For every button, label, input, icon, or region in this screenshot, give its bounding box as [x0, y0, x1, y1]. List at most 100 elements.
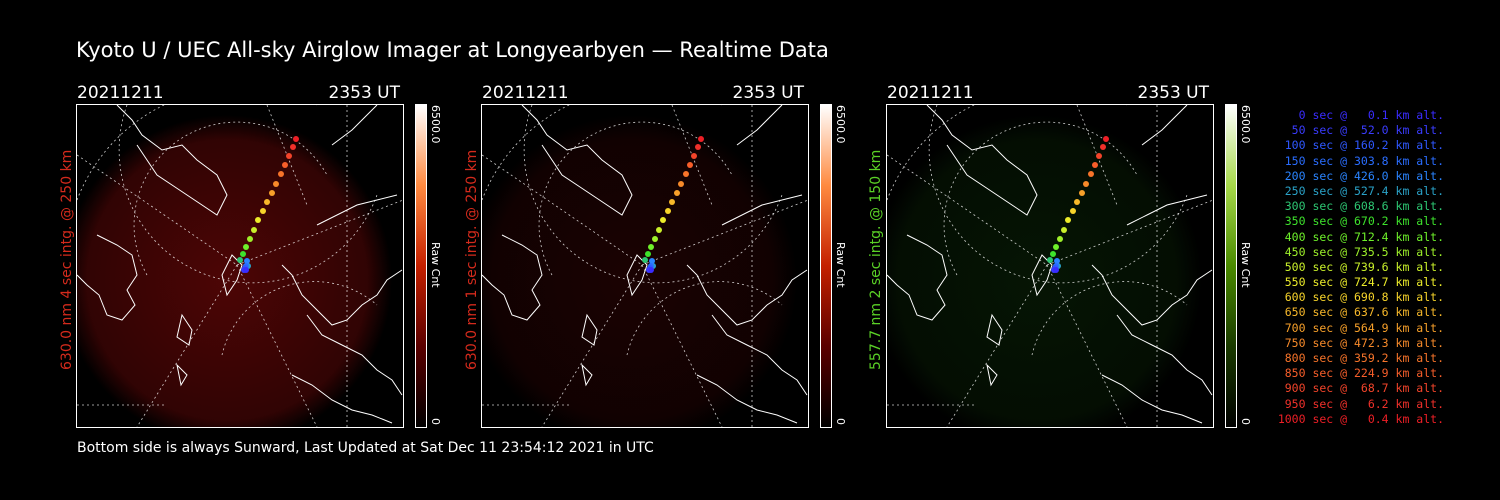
all-sky-image-2: [482, 105, 808, 427]
grid-line: [541, 264, 643, 427]
airglow-field: [77, 115, 392, 427]
legend-row: 800 sec @ 359.2 km alt.: [1284, 351, 1444, 365]
legend-row: 550 sec @ 724.7 km alt.: [1284, 275, 1444, 290]
coastline: [521, 105, 633, 216]
panel-1-ylabel: 630.0 nm 4 sec intg. @ 250 km: [59, 149, 75, 370]
coastline: [581, 313, 598, 346]
trajectory-point: [691, 153, 697, 159]
coastline: [721, 194, 803, 226]
trajectory-point: [247, 236, 253, 242]
panel-2-colorbar-max: 6500.0: [834, 105, 847, 144]
trajectory-point: [237, 257, 243, 263]
coastline: [1031, 254, 1053, 297]
panel-3-image: [886, 104, 1214, 428]
trajectory-point: [1053, 244, 1059, 250]
trajectory-point: [698, 136, 704, 142]
legend-row: 250 sec @ 527.4 km alt.: [1284, 183, 1444, 198]
coastline: [1141, 105, 1188, 146]
coastline: [116, 105, 228, 216]
trajectory-point: [1088, 171, 1094, 177]
trajectory-point: [645, 251, 651, 257]
coastline: [331, 105, 378, 146]
coastline: [1116, 314, 1213, 396]
trajectory-point: [665, 208, 671, 214]
panel-2-ylabel: 630.0 nm 1 sec intg. @ 250 km: [464, 149, 480, 370]
panel-1-colorbar: [415, 104, 427, 428]
panel-3-time: 2353 UT: [1137, 83, 1210, 103]
coastline: [736, 105, 783, 146]
grid-line: [641, 264, 723, 427]
trajectory-point: [1050, 251, 1056, 257]
legend-row: 150 sec @ 303.8 km alt.: [1284, 153, 1444, 168]
coastline: [1091, 264, 1213, 326]
all-sky-image-3: [887, 105, 1213, 427]
coastline: [176, 313, 193, 346]
panel-3-date: 20211211: [887, 83, 974, 103]
trajectory-point: [1057, 236, 1063, 242]
trajectory-point: [264, 199, 270, 205]
trajectory-point: [652, 236, 658, 242]
legend-row: 750 sec @ 472.3 km alt.: [1284, 335, 1444, 350]
panel-2-colorbar: [820, 104, 832, 428]
coastline: [581, 363, 593, 387]
trajectory-point: [1054, 258, 1060, 264]
panel-1-date: 20211211: [77, 83, 164, 103]
legend-row: 500 sec @ 739.6 km alt.: [1284, 259, 1444, 274]
trajectory-point: [1096, 153, 1102, 159]
trajectory-point: [1103, 136, 1109, 142]
grid-line: [887, 105, 1127, 201]
panel-1-time: 2353 UT: [328, 83, 401, 103]
trajectory-point: [255, 217, 261, 223]
coastline: [1101, 374, 1203, 424]
legend-row: 350 sec @ 670.2 km alt.: [1284, 214, 1444, 229]
grid-line: [133, 121, 328, 276]
trajectory-point: [269, 190, 275, 196]
panel-3-colorbar-unit: Raw Cnt: [1239, 242, 1252, 288]
panel-2-colorbar-unit: Raw Cnt: [834, 242, 847, 288]
coastline: [176, 363, 188, 387]
grid-line: [136, 264, 238, 427]
grid-line: [887, 154, 1048, 266]
panel-3-colorbar-min: 0: [1239, 418, 1252, 425]
legend-row: 950 sec @ 6.2 km alt.: [1284, 396, 1444, 411]
legend-row: 850 sec @ 224.9 km alt.: [1284, 366, 1444, 381]
coastline: [696, 374, 798, 424]
coastline: [306, 314, 403, 396]
panel-1-image: [76, 104, 404, 428]
grid-line: [1046, 264, 1128, 427]
grid-line: [538, 121, 733, 276]
trajectory-point: [648, 244, 654, 250]
grid-line: [482, 154, 643, 266]
trajectory-point: [243, 244, 249, 250]
trajectory-point: [240, 251, 246, 257]
panel-2-date: 20211211: [482, 83, 569, 103]
coastline: [887, 234, 948, 321]
trajectory-point: [1079, 190, 1085, 196]
trajectory-point: [656, 227, 662, 233]
trajectory-point: [660, 217, 666, 223]
legend-row: 200 sec @ 426.0 km alt.: [1284, 168, 1444, 183]
grid-line: [77, 105, 317, 201]
trajectory-point: [244, 258, 250, 264]
trajectory-point: [286, 153, 292, 159]
trajectory-point: [243, 267, 249, 273]
page-title: Kyoto U / UEC All-sky Airglow Imager at …: [76, 38, 829, 62]
trajectory-point: [674, 190, 680, 196]
trajectory-point: [1061, 227, 1067, 233]
trajectory-point: [669, 199, 675, 205]
trajectory-point: [687, 162, 693, 168]
grid-line: [943, 121, 1138, 276]
trajectory-legend: 0 sec @ 0.1 km alt. 50 sec @ 52.0 km alt.…: [1262, 108, 1444, 427]
legend-row: 450 sec @ 735.5 km alt.: [1284, 244, 1444, 259]
panel-1-colorbar-max: 6500.0: [429, 105, 442, 144]
trajectory-point: [642, 257, 648, 263]
legend-row: 600 sec @ 690.8 km alt.: [1284, 290, 1444, 305]
trajectory-point: [273, 181, 279, 187]
coastline: [482, 234, 543, 321]
panel-2-time: 2353 UT: [732, 83, 805, 103]
coastline: [1126, 194, 1208, 226]
legend-row: 1000 sec @ 0.4 km alt.: [1277, 411, 1444, 426]
coastline: [986, 313, 1003, 346]
trajectory-point: [1100, 144, 1106, 150]
coastline: [291, 374, 393, 424]
